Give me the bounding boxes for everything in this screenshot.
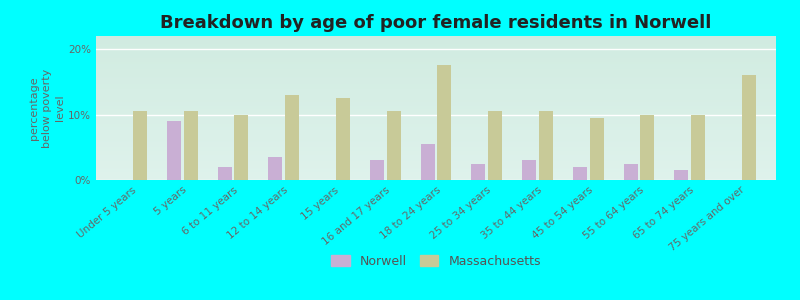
Bar — [166, 121, 181, 180]
Bar — [623, 164, 638, 180]
Bar — [538, 111, 553, 180]
Bar — [674, 170, 689, 180]
Bar — [386, 111, 401, 180]
Bar — [471, 164, 486, 180]
Bar — [488, 111, 502, 180]
Bar — [640, 115, 654, 180]
Title: Breakdown by age of poor female residents in Norwell: Breakdown by age of poor female resident… — [160, 14, 712, 32]
Bar — [742, 75, 756, 180]
Bar — [691, 115, 706, 180]
Bar — [522, 160, 536, 180]
Bar — [590, 118, 604, 180]
Bar — [218, 167, 232, 180]
Bar — [370, 160, 384, 180]
Bar — [285, 95, 299, 180]
Bar — [421, 144, 434, 180]
Bar — [336, 98, 350, 180]
Bar — [438, 65, 451, 180]
Bar — [133, 111, 147, 180]
Bar — [573, 167, 587, 180]
Y-axis label: percentage
below poverty
level: percentage below poverty level — [29, 68, 66, 148]
Legend: Norwell, Massachusetts: Norwell, Massachusetts — [327, 251, 545, 272]
Bar — [183, 111, 198, 180]
Bar — [234, 115, 249, 180]
Bar — [268, 157, 282, 180]
